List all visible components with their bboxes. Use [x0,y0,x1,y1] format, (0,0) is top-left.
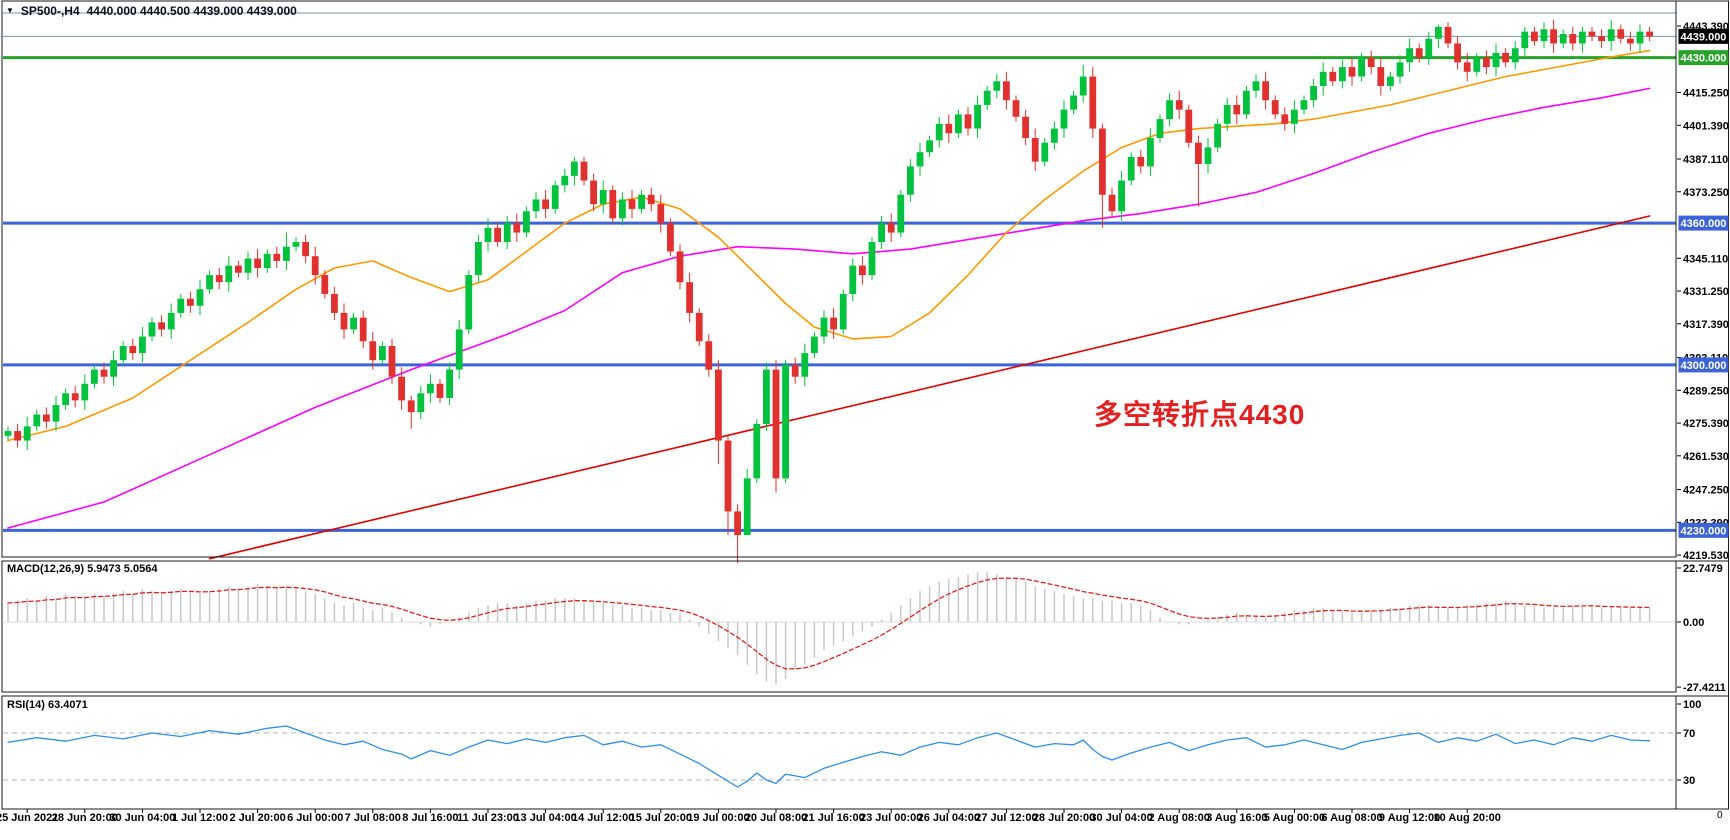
svg-text:4219.530: 4219.530 [1683,550,1729,562]
price-badge-4300.000: 4300.000 [1678,357,1729,373]
svg-text:4401.390: 4401.390 [1683,120,1729,132]
svg-text:2 Aug 08:00: 2 Aug 08:00 [1149,812,1210,824]
quote-ohlc-label: 4440.000 4440.500 4439.000 4439.000 [86,4,297,18]
scale-corner-label: 0 [1717,810,1723,821]
rsi-panel [3,725,1676,788]
svg-text:4261.530: 4261.530 [1683,451,1729,463]
price-badge-4430.000: 4430.000 [1678,50,1729,66]
svg-text:4415.250: 4415.250 [1683,88,1729,100]
svg-text:6 Jul 00:00: 6 Jul 00:00 [287,812,343,824]
rsi-value: 63.4071 [47,699,88,711]
svg-text:100: 100 [1683,699,1701,711]
svg-text:1 Jul 12:00: 1 Jul 12:00 [172,812,228,824]
ma-fast-orange [7,49,1651,442]
panel-borders [1,0,1729,810]
svg-text:14 Jul 12:00: 14 Jul 12:00 [572,812,634,824]
candles-layer [4,19,1653,564]
svg-text:4317.390: 4317.390 [1683,319,1729,331]
moving-averages [7,49,1651,560]
svg-text:22.7479: 22.7479 [1683,563,1723,575]
svg-text:23 Jul 00:00: 23 Jul 00:00 [860,812,922,824]
svg-text:70: 70 [1683,728,1695,740]
svg-text:4275.390: 4275.390 [1683,418,1729,430]
price-scale[interactable]: 4443.3904415.2504401.3904387.1104373.250… [1677,21,1729,562]
svg-text:9 Aug 12:00: 9 Aug 12:00 [1379,812,1440,824]
price-badge-4230.000: 4230.000 [1678,522,1729,538]
svg-text:30: 30 [1683,775,1695,787]
svg-text:4289.250: 4289.250 [1683,385,1729,397]
svg-text:25 Jun 2021: 25 Jun 2021 [0,812,58,824]
rsi-title: RSI(14) [7,699,45,711]
svg-text:8 Jul 16:00: 8 Jul 16:00 [402,812,458,824]
chart-header: ▼ SP500-,H4 4440.000 4440.500 4439.000 4… [6,4,297,18]
macd-title: MACD(12,26,9) [7,563,85,575]
symbol-period-label: SP500-,H4 [20,4,80,18]
svg-text:20 Jul 08:00: 20 Jul 08:00 [745,812,807,824]
ma-mid-magenta [7,87,1651,529]
svg-text:2 Jul 20:00: 2 Jul 20:00 [229,812,285,824]
svg-text:4331.250: 4331.250 [1683,286,1729,298]
svg-text:15 Jul 20:00: 15 Jul 20:00 [630,812,692,824]
svg-text:27 Jul 12:00: 27 Jul 12:00 [975,812,1037,824]
svg-text:4300.000: 4300.000 [1681,360,1727,372]
svg-text:4439.000: 4439.000 [1681,31,1727,43]
price-badge-4439.000: 4439.000 [1678,28,1729,44]
svg-text:28 Jul 20:00: 28 Jul 20:00 [1033,812,1095,824]
horizontal-level-lines [3,12,1676,532]
svg-text:4247.250: 4247.250 [1683,485,1729,497]
svg-text:13 Jul 04:00: 13 Jul 04:00 [514,812,576,824]
svg-text:3 Aug 16:00: 3 Aug 16:00 [1206,812,1267,824]
svg-text:0.00: 0.00 [1683,617,1704,629]
svg-text:4387.110: 4387.110 [1683,154,1728,166]
svg-text:7 Jul 08:00: 7 Jul 08:00 [345,812,401,824]
svg-text:4373.250: 4373.250 [1683,187,1729,199]
svg-text:30 Jul 04:00: 30 Jul 04:00 [1090,812,1152,824]
svg-text:19 Jul 00:00: 19 Jul 00:00 [687,812,749,824]
macd-histogram [7,572,1651,684]
svg-text:30 Jun 04:00: 30 Jun 04:00 [109,812,175,824]
price-badge-4360.000: 4360.000 [1678,215,1729,231]
svg-text:21 Jul 16:00: 21 Jul 16:00 [802,812,864,824]
macd-indicator-label: MACD(12,26,9) 5.9473 5.0564 [7,563,157,575]
svg-text:4345.110: 4345.110 [1683,253,1728,265]
rsi-line [7,725,1651,788]
svg-text:4430.000: 4430.000 [1681,53,1727,65]
chart-annotation-text[interactable]: 多空转折点4430 [1094,399,1306,430]
macd-values: 5.9473 5.0564 [87,563,158,575]
rsi-indicator-label: RSI(14) 63.4071 [7,699,88,711]
indicator-scales[interactable]: 22.7479 0.00 -27.4211 100 70 30 [1677,563,1726,787]
svg-text:6 Aug 08:00: 6 Aug 08:00 [1321,812,1382,824]
svg-text:26 Jul 04:00: 26 Jul 04:00 [918,812,980,824]
svg-text:11 Jul 23:00: 11 Jul 23:00 [457,812,519,824]
symbol-dropdown-icon[interactable]: ▼ [6,6,14,15]
svg-text:5 Aug 00:00: 5 Aug 00:00 [1264,812,1325,824]
svg-text:4230.000: 4230.000 [1681,525,1727,537]
ma-slow-red [208,215,1651,560]
svg-text:10 Aug 20:00: 10 Aug 20:00 [1433,812,1500,824]
svg-text:4360.000: 4360.000 [1681,218,1727,230]
macd-panel [3,572,1676,684]
svg-text:-27.4211: -27.4211 [1683,682,1726,694]
svg-text:28 Jun 20:00: 28 Jun 20:00 [52,812,118,824]
macd-signal-line [7,577,1651,670]
